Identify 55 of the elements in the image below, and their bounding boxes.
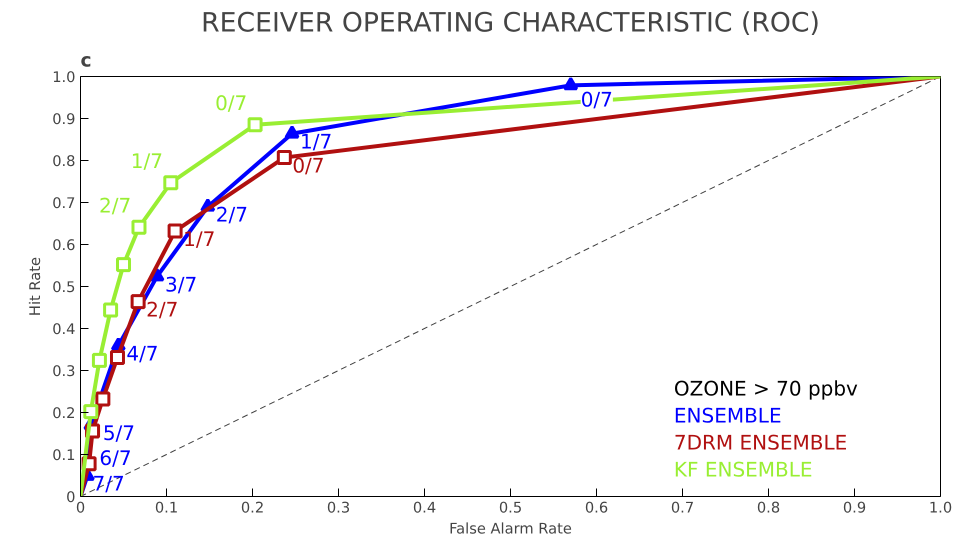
point <box>248 117 263 132</box>
point <box>130 294 146 310</box>
point <box>116 257 131 272</box>
y-tick-label: 0.9 <box>52 111 76 128</box>
text: c <box>80 50 92 72</box>
annotation: 2/7 <box>98 193 132 218</box>
x-tick-label: 0.2 <box>240 500 264 516</box>
annotation: 1/7 <box>183 227 216 252</box>
annotation: 0/7 <box>292 154 325 178</box>
point <box>168 224 183 239</box>
text: KF ENSEMBLE <box>674 458 813 482</box>
annotation: 0/7 <box>215 90 248 115</box>
point <box>92 352 107 368</box>
y-tick-label: 0.4 <box>52 321 76 338</box>
annotation: 3/7 <box>165 272 198 296</box>
point <box>110 350 125 365</box>
y-tick-label: 1.0 <box>52 69 76 86</box>
annotation: 2/7 <box>216 202 248 227</box>
x-tick-label: 0.9 <box>842 500 866 516</box>
x-tick-label: 0.7 <box>670 500 694 516</box>
annotation: 1/7 <box>130 148 163 173</box>
y-tick-label: 0.3 <box>52 363 76 380</box>
annotation: 5/7 <box>102 421 136 446</box>
x-tick-label: 0.8 <box>756 500 780 516</box>
annotation: 7/7 <box>92 472 125 496</box>
annotation: 2/7 <box>146 298 178 322</box>
y-tick-label: 0 <box>66 489 76 506</box>
y-tick-label: 0.8 <box>52 153 76 170</box>
point <box>163 175 178 190</box>
point <box>276 150 292 166</box>
y-tick-label: 0.1 <box>52 447 76 464</box>
point <box>131 220 146 235</box>
x-tick-label: 0.1 <box>154 500 178 516</box>
x-tick-label: 1.0 <box>928 500 952 516</box>
x-tick-label: 0.3 <box>326 500 350 516</box>
text: 7DRM ENSEMBLE <box>674 430 848 454</box>
point <box>95 392 110 407</box>
x-tick-label: 0.6 <box>584 500 608 516</box>
text: ENSEMBLE <box>674 404 782 428</box>
chart-title: RECEIVER OPERATING CHARACTERISTIC (ROC) <box>201 8 820 38</box>
legend-title: OZONE > 70 ppbv <box>674 376 858 400</box>
point <box>103 302 118 318</box>
y-tick-label: 0.7 <box>52 195 76 212</box>
annotation: 0/7 <box>580 87 613 112</box>
x-tick-label: 0.5 <box>498 500 522 516</box>
annotation: 1/7 <box>300 130 332 154</box>
y-tick-label: 0.6 <box>52 237 76 254</box>
annotation: 4/7 <box>126 342 159 366</box>
x-tick-label: 0.4 <box>412 500 436 516</box>
y-axis-title: Hit Rate <box>27 256 44 316</box>
y-tick-label: 0.5 <box>52 279 76 296</box>
annotation: 6/7 <box>99 446 132 470</box>
x-axis-title: False Alarm Rate <box>449 520 572 538</box>
y-tick-label: 0.2 <box>52 405 76 422</box>
point <box>83 404 98 420</box>
